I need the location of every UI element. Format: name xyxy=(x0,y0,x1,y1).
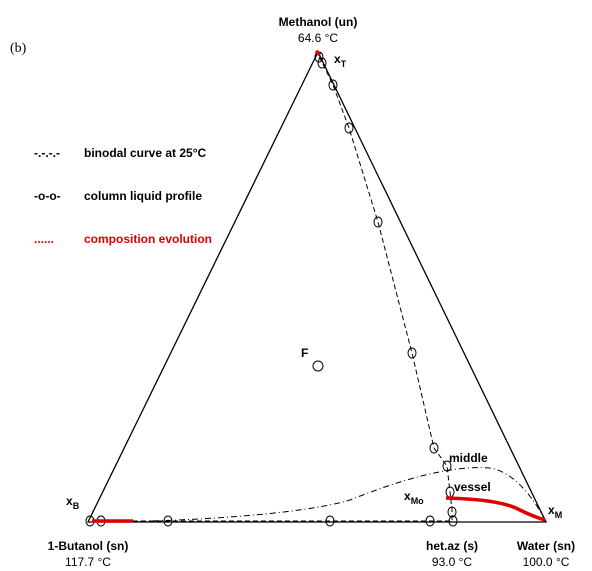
column-profile xyxy=(90,56,453,522)
point-label: F xyxy=(301,346,308,360)
vertex-name: Methanol (un) xyxy=(279,15,358,29)
legend-text: composition evolution xyxy=(84,232,212,246)
vertex-temp: 93.0 °C xyxy=(432,555,472,569)
legend-text: column liquid profile xyxy=(84,189,202,203)
composition-evolution xyxy=(92,49,546,523)
vertex-name: 1-Butanol (sn) xyxy=(48,539,129,553)
annotation: vessel xyxy=(454,480,491,494)
triangle xyxy=(86,50,548,523)
legend-symbol: ...... xyxy=(34,232,54,246)
vertex-temp: 100.0 °C xyxy=(523,555,570,569)
point-label: xMo xyxy=(404,489,424,506)
panel-label: (b) xyxy=(10,41,27,56)
legend-symbol: -o-o- xyxy=(34,189,61,203)
legend-symbol: -.-.-.- xyxy=(34,146,60,160)
point-label: xT xyxy=(334,52,347,69)
vertex-name: het.az (s) xyxy=(426,539,478,553)
point-label: xM xyxy=(548,503,562,520)
vertex-name: Water (sn) xyxy=(517,539,575,553)
point-label: xB xyxy=(66,494,80,511)
vertex-temp: 117.7 °C xyxy=(65,555,111,569)
annotation: middle xyxy=(449,451,488,465)
binodal-curve xyxy=(87,467,547,523)
profile-points xyxy=(85,51,458,527)
legend-text: binodal curve at 25°C xyxy=(84,146,207,160)
vertex-temp: 64.6 °C xyxy=(298,31,338,45)
